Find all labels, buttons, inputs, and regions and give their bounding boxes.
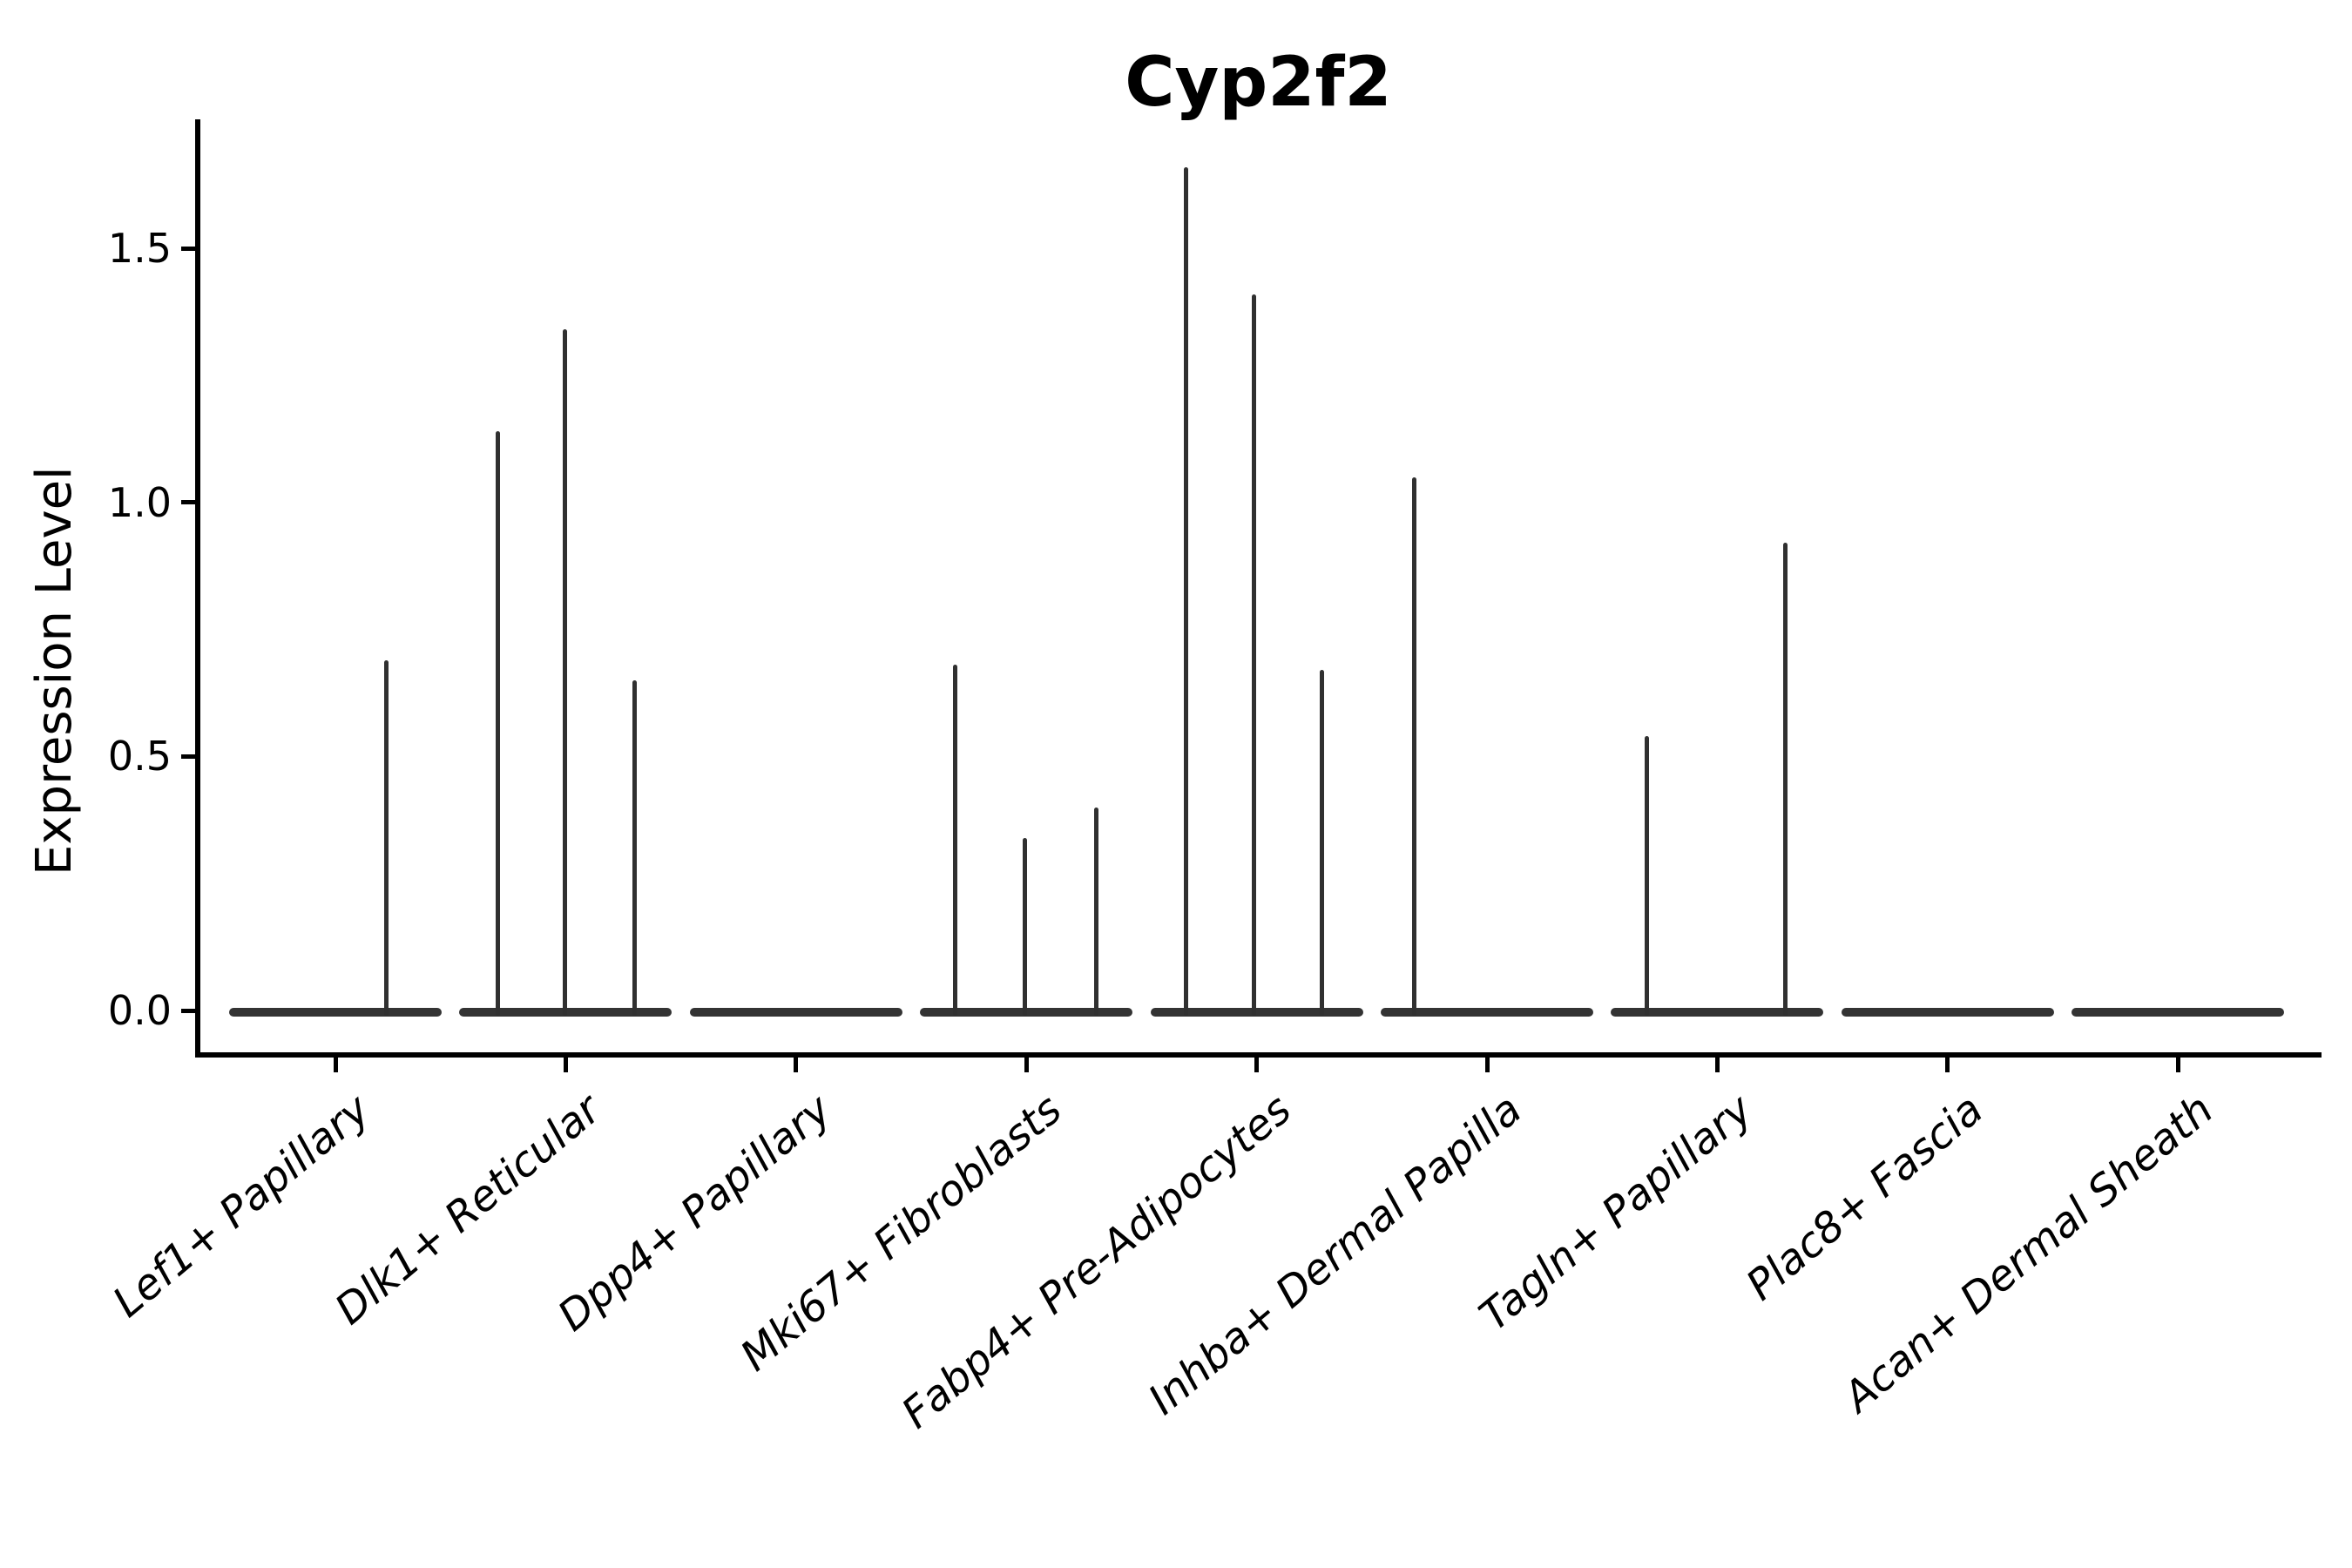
x-tick-label: Acan+ Dermal Sheath (1834, 1085, 2222, 1423)
y-tick (181, 500, 196, 505)
violin-baseline (689, 1008, 902, 1017)
x-tick (1714, 1057, 1720, 1072)
y-tick-label: 0.0 (107, 987, 172, 1034)
x-tick (1945, 1057, 1950, 1072)
x-tick-label: Plac8+ Fascia (1736, 1085, 1992, 1310)
violin-spike (383, 659, 389, 1016)
violin-spike (1782, 543, 1788, 1016)
violin-spike (562, 329, 567, 1016)
x-tick (333, 1057, 338, 1072)
violin-baseline (1611, 1008, 1824, 1017)
chart-title: Cyp2f2 (1125, 44, 1392, 122)
violin-baseline (229, 1008, 442, 1017)
y-tick (181, 1008, 196, 1013)
violin-baseline (1381, 1008, 1593, 1017)
x-tick-label: Inhba+ Dermal Papilla (1139, 1085, 1531, 1425)
violin-baseline (2072, 1008, 2285, 1017)
violin-spike (1022, 837, 1027, 1016)
violin-spike (1320, 670, 1325, 1016)
x-tick (794, 1057, 799, 1072)
y-tick-label: 0.5 (107, 733, 172, 781)
y-axis-spine (195, 119, 200, 1057)
y-tick (181, 246, 196, 251)
violin-spike (1093, 807, 1098, 1016)
violin-baseline (1841, 1008, 2054, 1017)
x-axis-spine (195, 1052, 2322, 1058)
x-tick-label: Fabp4+ Pre-Adipocytes (893, 1085, 1301, 1438)
y-tick (181, 754, 196, 759)
violin-spike (952, 665, 957, 1016)
x-tick (1024, 1057, 1029, 1072)
violin-spike (1252, 294, 1257, 1016)
violin-baseline (1150, 1008, 1363, 1017)
x-tick (1254, 1057, 1260, 1072)
violin-spike (1184, 166, 1189, 1016)
violin-spike (632, 679, 637, 1016)
y-tick-label: 1.0 (107, 478, 172, 526)
x-tick (2175, 1057, 2180, 1072)
x-tick (563, 1057, 568, 1072)
violin-spike (1411, 476, 1416, 1016)
x-tick (1484, 1057, 1490, 1072)
y-tick-label: 1.5 (107, 225, 172, 273)
violin-spike (495, 431, 500, 1016)
violin-spike (1644, 736, 1649, 1016)
y-axis-label: Expression Level (26, 466, 83, 875)
